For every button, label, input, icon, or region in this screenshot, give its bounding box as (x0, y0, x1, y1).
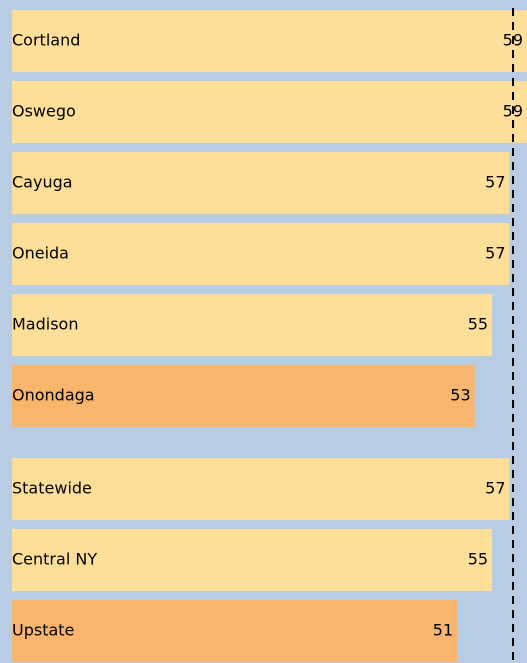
category-label: Statewide (12, 479, 92, 498)
bar (12, 152, 510, 214)
value-label: 57 (485, 173, 505, 192)
category-label: Oswego (12, 102, 76, 121)
value-label: 51 (433, 621, 453, 640)
bar (12, 81, 527, 143)
bar (12, 10, 527, 72)
value-label: 55 (468, 550, 488, 569)
bar (12, 458, 510, 520)
bar (12, 529, 493, 591)
category-label: Onondaga (12, 386, 95, 405)
category-label: Upstate (12, 621, 74, 640)
category-label: Madison (12, 315, 78, 334)
value-label: 57 (485, 244, 505, 263)
category-label: Oneida (12, 244, 69, 263)
bar (12, 365, 475, 427)
category-label: Central NY (12, 550, 97, 569)
category-label: Cortland (12, 31, 80, 50)
value-label: 53 (450, 386, 470, 405)
category-label: Cayuga (12, 173, 73, 192)
value-label: 55 (468, 315, 488, 334)
bar (12, 294, 493, 356)
value-label: 57 (485, 479, 505, 498)
bar (12, 600, 458, 662)
bar (12, 223, 510, 285)
